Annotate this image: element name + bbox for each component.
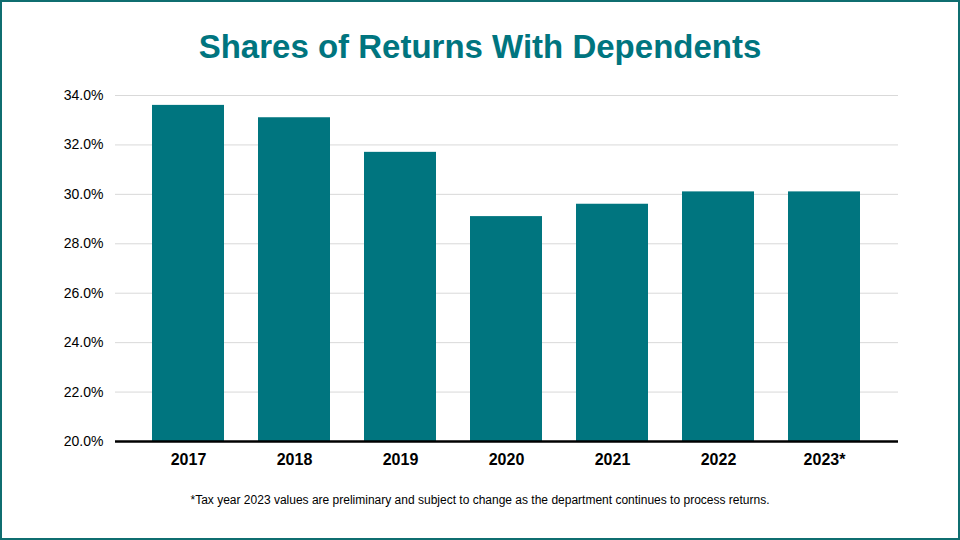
svg-text:2020: 2020 — [489, 451, 525, 468]
svg-text:2022: 2022 — [701, 451, 737, 468]
svg-text:26.0%: 26.0% — [64, 285, 104, 301]
svg-text:22.0%: 22.0% — [64, 384, 104, 400]
svg-text:2023*: 2023* — [804, 451, 847, 468]
svg-text:20.0%: 20.0% — [64, 433, 104, 449]
svg-text:2019: 2019 — [383, 451, 419, 468]
svg-text:32.0%: 32.0% — [64, 136, 104, 152]
html-text:Shares of Returns With Depende: Shares of Returns With Dependents — [198, 28, 762, 65]
svg-text:2017: 2017 — [171, 451, 207, 468]
svg-text:2021: 2021 — [595, 451, 631, 468]
html-text:*Tax year 2023 values are prel: *Tax year 2023 values are preliminary an… — [190, 493, 770, 507]
svg-text:34.0%: 34.0% — [64, 87, 104, 103]
svg-text:30.0%: 30.0% — [64, 186, 104, 202]
svg-text:28.0%: 28.0% — [64, 235, 104, 251]
svg-text:24.0%: 24.0% — [64, 334, 104, 350]
svg-text:2018: 2018 — [277, 451, 313, 468]
